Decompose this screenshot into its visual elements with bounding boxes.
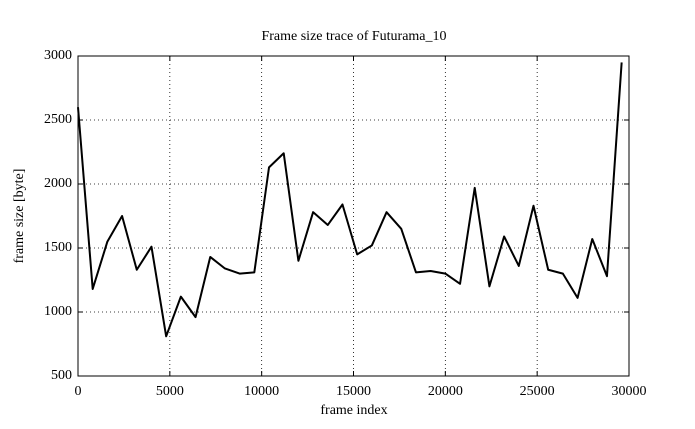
x-tick-label: 0 bbox=[75, 384, 82, 399]
x-tick-label: 25000 bbox=[520, 384, 555, 399]
y-tick-label: 500 bbox=[51, 368, 72, 383]
y-tick-label: 3000 bbox=[44, 48, 72, 63]
x-tick-label: 30000 bbox=[612, 384, 647, 399]
x-axis-label: frame index bbox=[320, 403, 387, 418]
data-line bbox=[77, 62, 623, 338]
y-tick-label: 2500 bbox=[44, 112, 72, 127]
y-tick-label: 1500 bbox=[44, 240, 72, 255]
chart-title: Frame size trace of Futurama_10 bbox=[261, 29, 446, 44]
x-tick-label: 5000 bbox=[156, 384, 184, 399]
x-tick-label: 20000 bbox=[428, 384, 463, 399]
y-tick-label: 1000 bbox=[44, 304, 72, 319]
y-tick-label: 2000 bbox=[44, 176, 72, 191]
x-tick-label: 10000 bbox=[244, 384, 279, 399]
y-axis-label: frame size [byte] bbox=[12, 169, 27, 264]
x-tick-label: 15000 bbox=[336, 384, 371, 399]
plot-frame bbox=[77, 55, 630, 377]
